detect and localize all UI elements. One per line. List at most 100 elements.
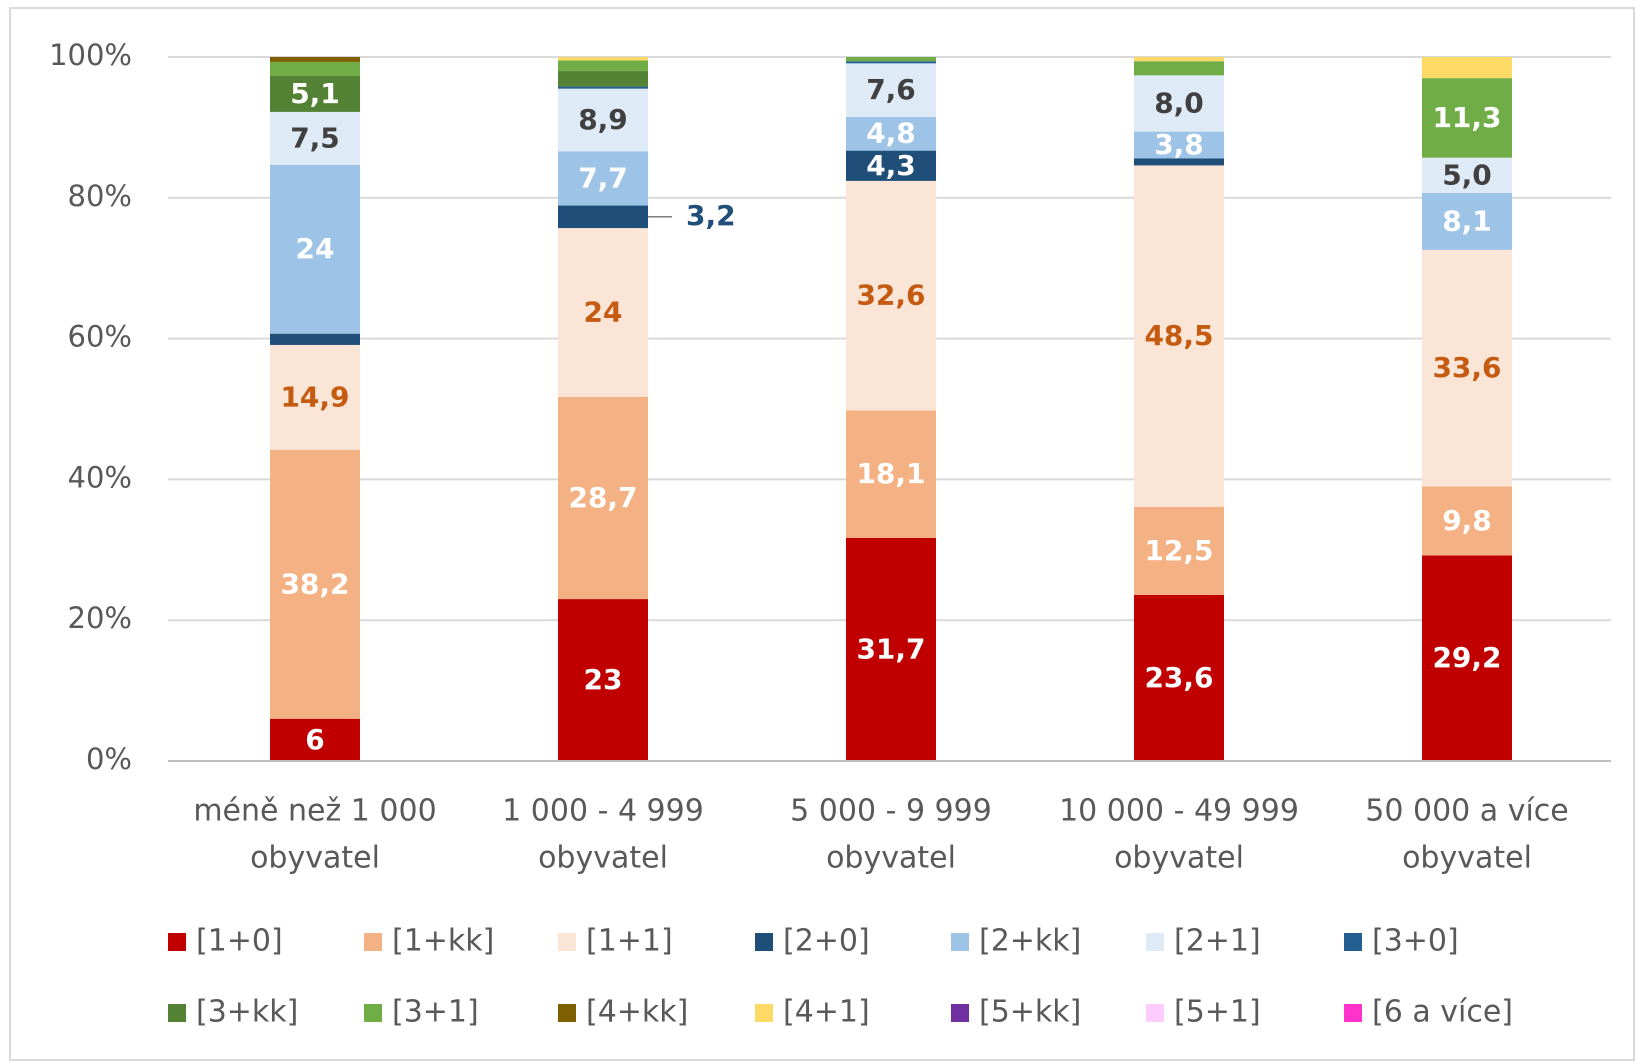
bar-segment — [558, 205, 648, 229]
bar-segment — [558, 228, 648, 398]
legend-swatch — [951, 933, 969, 951]
data-label: 6 — [305, 723, 324, 756]
x-tick-label: obyvatel — [826, 841, 956, 876]
legend-label: [5+kk] — [979, 995, 1081, 1030]
legend-swatch — [168, 933, 186, 951]
legend-swatch — [1146, 933, 1164, 951]
chart-frame — [9, 7, 1635, 1061]
bar-segment — [558, 599, 648, 761]
legend-swatch — [558, 933, 576, 951]
bar-segment — [270, 76, 360, 112]
bar-segment — [558, 151, 648, 206]
legend-label: [5+1] — [1174, 995, 1261, 1030]
bar-segment — [558, 60, 648, 72]
bar-segment — [1422, 78, 1512, 158]
legend-label: [1+1] — [586, 924, 673, 959]
y-tick-label: 100% — [49, 38, 132, 72]
bar-segment — [1134, 594, 1224, 761]
data-label: 8,0 — [1154, 86, 1204, 119]
legend-label: [6 a více] — [1372, 995, 1513, 1030]
bar-segment — [558, 57, 648, 61]
x-tick-label: obyvatel — [538, 841, 668, 876]
data-label: 33,6 — [1432, 351, 1501, 384]
y-tick-label: 60% — [68, 320, 132, 354]
data-label: 48,5 — [1144, 319, 1213, 352]
data-label: 7,7 — [578, 161, 628, 194]
data-label: 32,6 — [856, 279, 925, 312]
data-label: 29,2 — [1432, 641, 1501, 674]
data-label: 24 — [296, 232, 335, 265]
data-label: 28,7 — [568, 481, 637, 514]
bar-segment — [846, 150, 936, 181]
x-tick-label: 5 000 - 9 999 — [790, 794, 992, 829]
bar-segment — [846, 116, 936, 151]
x-tick-label: 10 000 - 49 999 — [1059, 794, 1299, 829]
data-label: 12,5 — [1144, 534, 1213, 567]
legend-swatch — [1344, 933, 1362, 951]
bar-segment — [1134, 165, 1224, 507]
bar-segment — [1422, 555, 1512, 761]
data-label: 7,6 — [866, 73, 916, 106]
legend-label: [3+0] — [1372, 924, 1459, 959]
data-label: 14,9 — [280, 380, 349, 413]
legend-swatch — [364, 1004, 382, 1022]
legend-swatch — [364, 933, 382, 951]
bar-segment — [1134, 131, 1224, 159]
bar-segment — [270, 111, 360, 165]
bar-segment — [270, 449, 360, 719]
bar-segment — [846, 537, 936, 761]
bar-segment — [846, 410, 936, 538]
y-tick-label: 0% — [86, 742, 132, 776]
data-label: 11,3 — [1432, 101, 1501, 134]
x-tick-label: obyvatel — [1114, 841, 1244, 876]
bar-segment — [270, 164, 360, 334]
data-label: 4,3 — [866, 149, 916, 182]
x-tick-label: obyvatel — [1402, 841, 1532, 876]
bar-segment — [1134, 158, 1224, 166]
data-label: 9,8 — [1442, 504, 1492, 537]
data-label: 3,8 — [1154, 128, 1204, 161]
legend-swatch — [168, 1004, 186, 1022]
bar-segment — [1134, 61, 1224, 76]
legend-label: [4+1] — [783, 995, 870, 1030]
data-label: 7,5 — [290, 121, 340, 154]
legend-label: [4+kk] — [586, 995, 688, 1030]
bar-segment — [270, 718, 360, 761]
bar-segment — [1422, 486, 1512, 556]
x-tick-label: 50 000 a více — [1365, 794, 1568, 829]
legend-swatch — [755, 933, 773, 951]
legend-label: [2+1] — [1174, 924, 1261, 959]
bar-segment — [1134, 75, 1224, 132]
x-tick-label: méně než 1 000 — [193, 794, 436, 829]
bar-segment — [1422, 57, 1512, 79]
y-tick-label: 80% — [68, 179, 132, 213]
legend-label: [3+1] — [392, 995, 479, 1030]
data-label: 8,1 — [1442, 204, 1492, 237]
bar-segment — [270, 57, 360, 62]
x-tick-label: 1 000 - 4 999 — [502, 794, 704, 829]
data-label: 24 — [584, 296, 623, 329]
data-label: 23,6 — [1144, 661, 1213, 694]
bar-segment — [558, 88, 648, 152]
data-label: 38,2 — [280, 567, 349, 600]
bar-segment — [270, 333, 360, 345]
x-tick-label: obyvatel — [250, 841, 380, 876]
bar-segment — [558, 71, 648, 87]
data-label: 3,2 — [686, 199, 736, 232]
bar-segment — [846, 63, 936, 117]
legend-label: [1+0] — [196, 924, 283, 959]
data-label: 23 — [584, 663, 623, 696]
bar-segment — [846, 180, 936, 411]
legend-swatch — [1344, 1004, 1362, 1022]
legend-label: [2+0] — [783, 924, 870, 959]
bar-segment — [270, 61, 360, 77]
bar-segment — [1422, 157, 1512, 193]
data-label: 5,1 — [290, 77, 340, 110]
legend-swatch — [951, 1004, 969, 1022]
legend-swatch — [755, 1004, 773, 1022]
bar-segment — [1422, 192, 1512, 250]
legend-swatch — [558, 1004, 576, 1022]
bar-segment — [1134, 506, 1224, 595]
data-label: 4,8 — [866, 117, 916, 150]
